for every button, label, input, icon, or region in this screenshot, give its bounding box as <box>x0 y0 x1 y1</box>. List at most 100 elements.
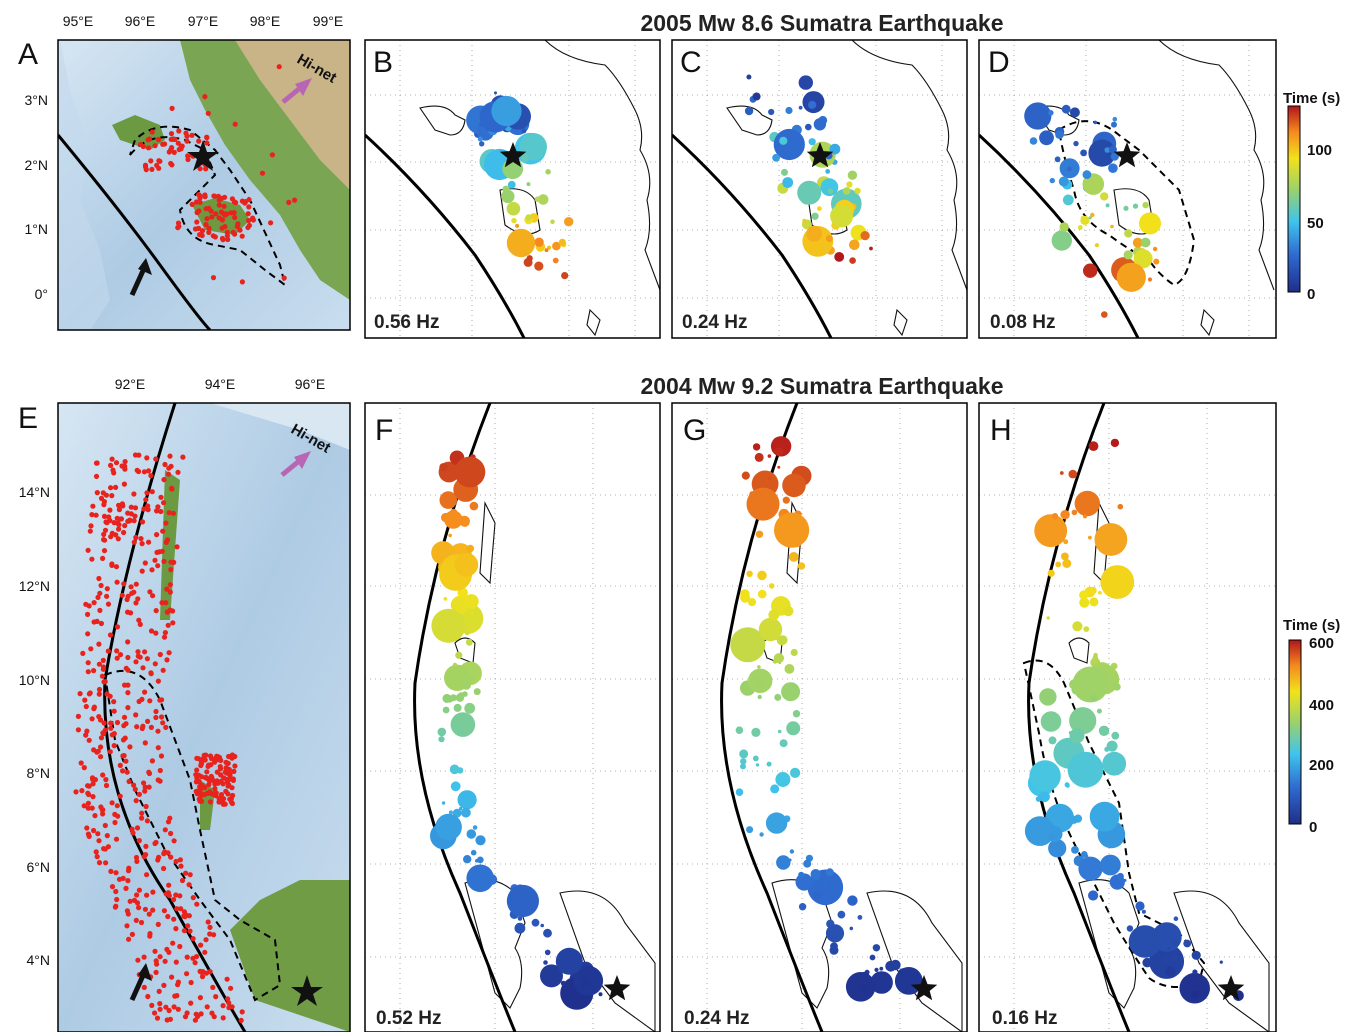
aftershock-dot <box>153 839 159 846</box>
aftershock-dot <box>184 138 190 144</box>
radiator-dot <box>1112 116 1118 122</box>
panel-c-labels: C 0.24 Hz <box>680 46 747 333</box>
coastline <box>586 308 601 337</box>
panel-letter-c: C <box>680 46 702 79</box>
radiator-dot <box>789 849 795 854</box>
radiator-dot <box>1104 147 1111 153</box>
radiator-dot <box>758 617 783 642</box>
radiator-dot <box>1100 854 1121 876</box>
radiator-dot <box>754 452 764 462</box>
aftershock-dot <box>199 774 205 780</box>
aftershock-dot <box>84 728 90 734</box>
svg-text:6°N: 6°N <box>27 859 51 875</box>
aftershock-dot <box>155 563 161 569</box>
svg-text:200: 200 <box>1309 757 1334 774</box>
radiator-dot <box>1083 854 1089 859</box>
aftershock-dot <box>155 921 161 928</box>
radiator-dot <box>1100 565 1135 599</box>
aftershock-dot <box>99 673 105 679</box>
radiator-dot <box>1064 782 1070 788</box>
aftershock-dot <box>204 769 210 775</box>
aftershock-dot <box>85 831 91 837</box>
radiator-dot <box>1079 597 1090 608</box>
radiator-dot <box>730 627 766 663</box>
colorbar-2005: Time (s) 0 50 100 <box>1283 90 1340 303</box>
radiator-dot <box>1062 559 1072 568</box>
radiator-dot <box>798 903 807 911</box>
aftershock-dot <box>90 776 96 783</box>
aftershock-dot <box>155 504 161 510</box>
freq-label-g: 0.24 Hz <box>684 1008 749 1029</box>
radiator-dot <box>438 736 445 743</box>
aftershock-dot <box>230 792 236 799</box>
aftershock-dot <box>166 650 172 656</box>
radiator-dot <box>519 133 547 161</box>
aftershock-dot <box>114 803 120 809</box>
aftershock-dot <box>124 769 130 775</box>
aftershock-dot <box>208 208 214 214</box>
radiator-dot <box>540 923 544 928</box>
coastline <box>726 105 773 136</box>
aftershock-dot <box>143 852 149 858</box>
aftershock-dot <box>158 494 164 500</box>
aftershock-dot <box>246 197 252 203</box>
aftershock-dot <box>173 858 179 865</box>
radiator-dot <box>1108 145 1117 154</box>
radiator-dot <box>450 781 461 792</box>
radiator-dot <box>872 944 881 952</box>
colorbar-title-2005: Time (s) <box>1283 90 1340 107</box>
aftershock-dot <box>259 170 266 176</box>
aftershock-dot <box>221 775 227 781</box>
radiator-dot <box>869 246 873 251</box>
aftershock-dot <box>157 1001 163 1007</box>
radiator-dot <box>757 694 762 700</box>
aftershock-dot <box>189 201 195 207</box>
svg-text:1°N: 1°N <box>25 221 49 237</box>
aftershock-dot <box>228 985 234 991</box>
aftershock-dot <box>174 993 180 999</box>
aftershock-dot <box>186 882 192 888</box>
aftershock-dot <box>98 804 104 810</box>
radiator-dot <box>879 966 884 971</box>
radiator-dot <box>740 763 746 770</box>
aftershock-dot <box>83 601 89 607</box>
aftershock-dot <box>166 949 172 955</box>
radiator-dot <box>555 947 583 975</box>
panel-e-lat-ticks: 14°N 12°N 10°N 8°N 6°N 4°N <box>19 484 50 968</box>
aftershock-dot <box>85 790 91 796</box>
aftershock-dot <box>109 732 115 738</box>
radiator-dot <box>506 884 539 918</box>
radiator-dot <box>803 859 812 868</box>
radiator-dot <box>1116 872 1124 880</box>
radiator-dot <box>1069 728 1085 744</box>
radiator-dot <box>811 212 819 220</box>
aftershock-dot <box>100 772 106 778</box>
aftershock-dot <box>268 220 274 226</box>
epicenter-star <box>1113 142 1141 168</box>
aftershock-dot <box>173 926 179 932</box>
aftershock-dot <box>96 686 103 693</box>
aftershock-dot <box>156 158 162 164</box>
radiator-dot <box>458 807 463 811</box>
radiator-dot <box>1039 688 1057 706</box>
aftershock-dot <box>139 541 145 547</box>
aftershock-dot <box>208 773 214 780</box>
aftershock-dot <box>160 528 166 534</box>
aftershock-dot <box>196 778 202 785</box>
aftershock-dot <box>100 657 106 664</box>
aftershock-dot <box>143 803 149 810</box>
radiator-dot <box>797 562 806 570</box>
aftershock-dot <box>203 970 209 976</box>
radiator-dot <box>1089 597 1099 607</box>
svg-text:92°E: 92°E <box>115 376 146 392</box>
radiator-dot <box>846 181 853 188</box>
aftershock-dot <box>114 719 121 726</box>
aftershock-dot <box>164 657 170 663</box>
aftershock-dot <box>104 691 110 697</box>
radiator-dot <box>525 214 532 221</box>
radiator-dot <box>457 790 477 810</box>
aftershock-dot <box>103 860 109 866</box>
aftershock-dot <box>112 904 118 910</box>
aftershock-dot <box>144 656 150 662</box>
radiator-dot <box>849 926 854 931</box>
